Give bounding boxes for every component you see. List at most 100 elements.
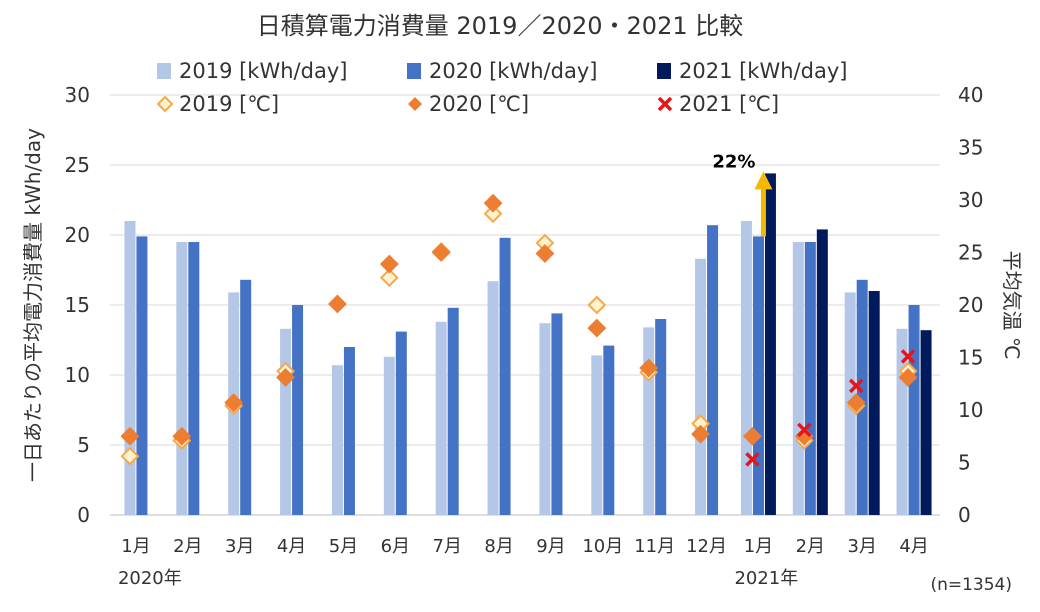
increase-arrow-head: [754, 171, 773, 190]
legend-label: 2021 [℃]: [679, 92, 779, 116]
legend-swatch: [657, 63, 671, 79]
x-tick-label: 5月: [329, 536, 358, 557]
y-tick-label: 10: [65, 363, 90, 387]
bar: [331, 365, 343, 515]
x-tick-label: 11月: [634, 536, 675, 557]
y-tick-label: 30: [65, 83, 90, 107]
legend-label: 2019 [kWh/day]: [179, 59, 347, 83]
bar: [435, 321, 447, 515]
bars: [124, 173, 932, 516]
bar: [240, 279, 252, 515]
marker-2019-temp: [483, 204, 503, 224]
x-tick-label: 3月: [225, 536, 254, 557]
y2-tick-label: 25: [958, 241, 983, 265]
x-tick-label: 8月: [484, 536, 513, 557]
bar: [868, 291, 880, 515]
marker-2020-temp: [846, 393, 866, 413]
marker-x-stroke: [848, 378, 864, 394]
marker-2021-temp: [745, 452, 760, 467]
bar: [136, 236, 148, 515]
legend-item: 2019 [℃]: [156, 92, 279, 116]
bar: [908, 305, 920, 515]
bar: [655, 319, 667, 515]
marker-x-stroke: [745, 452, 760, 467]
sample-size-note: (n=1354): [930, 575, 1012, 595]
marker-2020-temp: [328, 294, 347, 314]
legend-item: 2020 [kWh/day]: [407, 59, 597, 83]
legend-swatch: [657, 96, 673, 112]
x-tick-label: 4月: [899, 536, 928, 557]
y-tick-label: 20: [65, 223, 90, 247]
y-tick-label: 25: [65, 153, 90, 177]
marker-2020-temp: [898, 368, 918, 387]
bar: [707, 225, 719, 515]
bar: [764, 173, 776, 515]
marker-2020-temp: [639, 358, 659, 378]
marker-2020-temp: [691, 424, 710, 444]
year-label-2021: 2021年: [734, 568, 798, 589]
marker-2020-temp: [587, 318, 607, 338]
bar: [487, 281, 499, 515]
bar: [280, 328, 292, 515]
legend-label: 2020 [℃]: [429, 92, 529, 116]
bar: [804, 242, 816, 515]
bar: [447, 307, 459, 515]
marker-2019-temp: [379, 268, 399, 288]
bar: [539, 323, 551, 515]
bar: [740, 221, 752, 515]
marker-2021-temp: [900, 349, 916, 364]
bar: [752, 236, 764, 515]
y2-axis-title: 平均気温 ℃: [1000, 251, 1024, 360]
bar: [591, 355, 603, 515]
legend-swatch: [157, 63, 171, 79]
y-tick-label: 15: [65, 293, 90, 317]
bar: [383, 356, 395, 515]
marker-2020-temp: [224, 393, 244, 413]
legend: 2019 [kWh/day] 2020 [kWh/day] 2021 [kWh/da…: [156, 59, 847, 116]
legend-swatch: [408, 97, 422, 111]
legend-item: 2021 [℃]: [657, 92, 779, 116]
bar: [176, 242, 188, 515]
x-tick-label: 6月: [381, 536, 410, 557]
marker-2020-temp: [120, 426, 140, 446]
y2-tick-label: 30: [958, 188, 983, 212]
y2-tick-label: 15: [958, 346, 983, 370]
marker-2020-temp: [379, 254, 399, 274]
y2-tick-label: 20: [958, 293, 983, 317]
marker-2020-temp: [743, 426, 762, 446]
marker-x-stroke: [797, 422, 812, 438]
bar: [124, 221, 136, 515]
bar: [695, 258, 707, 515]
x-tick-label: 1月: [121, 536, 150, 557]
marker-2020-temp: [276, 368, 295, 387]
y-tick-label: 5: [77, 433, 90, 457]
year-label-2020: 2020年: [118, 568, 182, 589]
bar: [499, 237, 511, 516]
y2-tick-label: 5: [958, 451, 971, 475]
annotation: 22%: [712, 151, 773, 237]
x-tick-label: 10月: [582, 536, 623, 557]
bar: [856, 279, 868, 515]
bar: [816, 229, 828, 515]
chart-title: 日積算電力消費量 2019／2020・2021 比較: [257, 12, 744, 40]
marker-2021-temp: [848, 378, 864, 394]
bar: [188, 242, 200, 515]
x-tick-label: 3月: [847, 536, 876, 557]
legend-item: 2019 [kWh/day]: [157, 59, 347, 83]
marker-2021-temp: [797, 422, 812, 438]
bar: [643, 327, 655, 515]
x-tick-label: 4月: [277, 536, 306, 557]
legend-label: 2020 [kWh/day]: [429, 59, 597, 83]
temperature-markers: [120, 193, 918, 467]
marker-2020-temp: [535, 244, 555, 263]
y2-tick-label: 0: [958, 503, 971, 527]
y2-tick-label: 35: [958, 136, 983, 160]
legend-swatch: [407, 63, 421, 79]
marker-2019-temp: [120, 446, 140, 466]
bar: [792, 242, 804, 515]
legend-label: 2019 [℃]: [179, 92, 279, 116]
x-tick-label: 2月: [796, 536, 825, 557]
x-tick-label: 2月: [173, 536, 202, 557]
legend-item: 2020 [℃]: [408, 92, 529, 116]
